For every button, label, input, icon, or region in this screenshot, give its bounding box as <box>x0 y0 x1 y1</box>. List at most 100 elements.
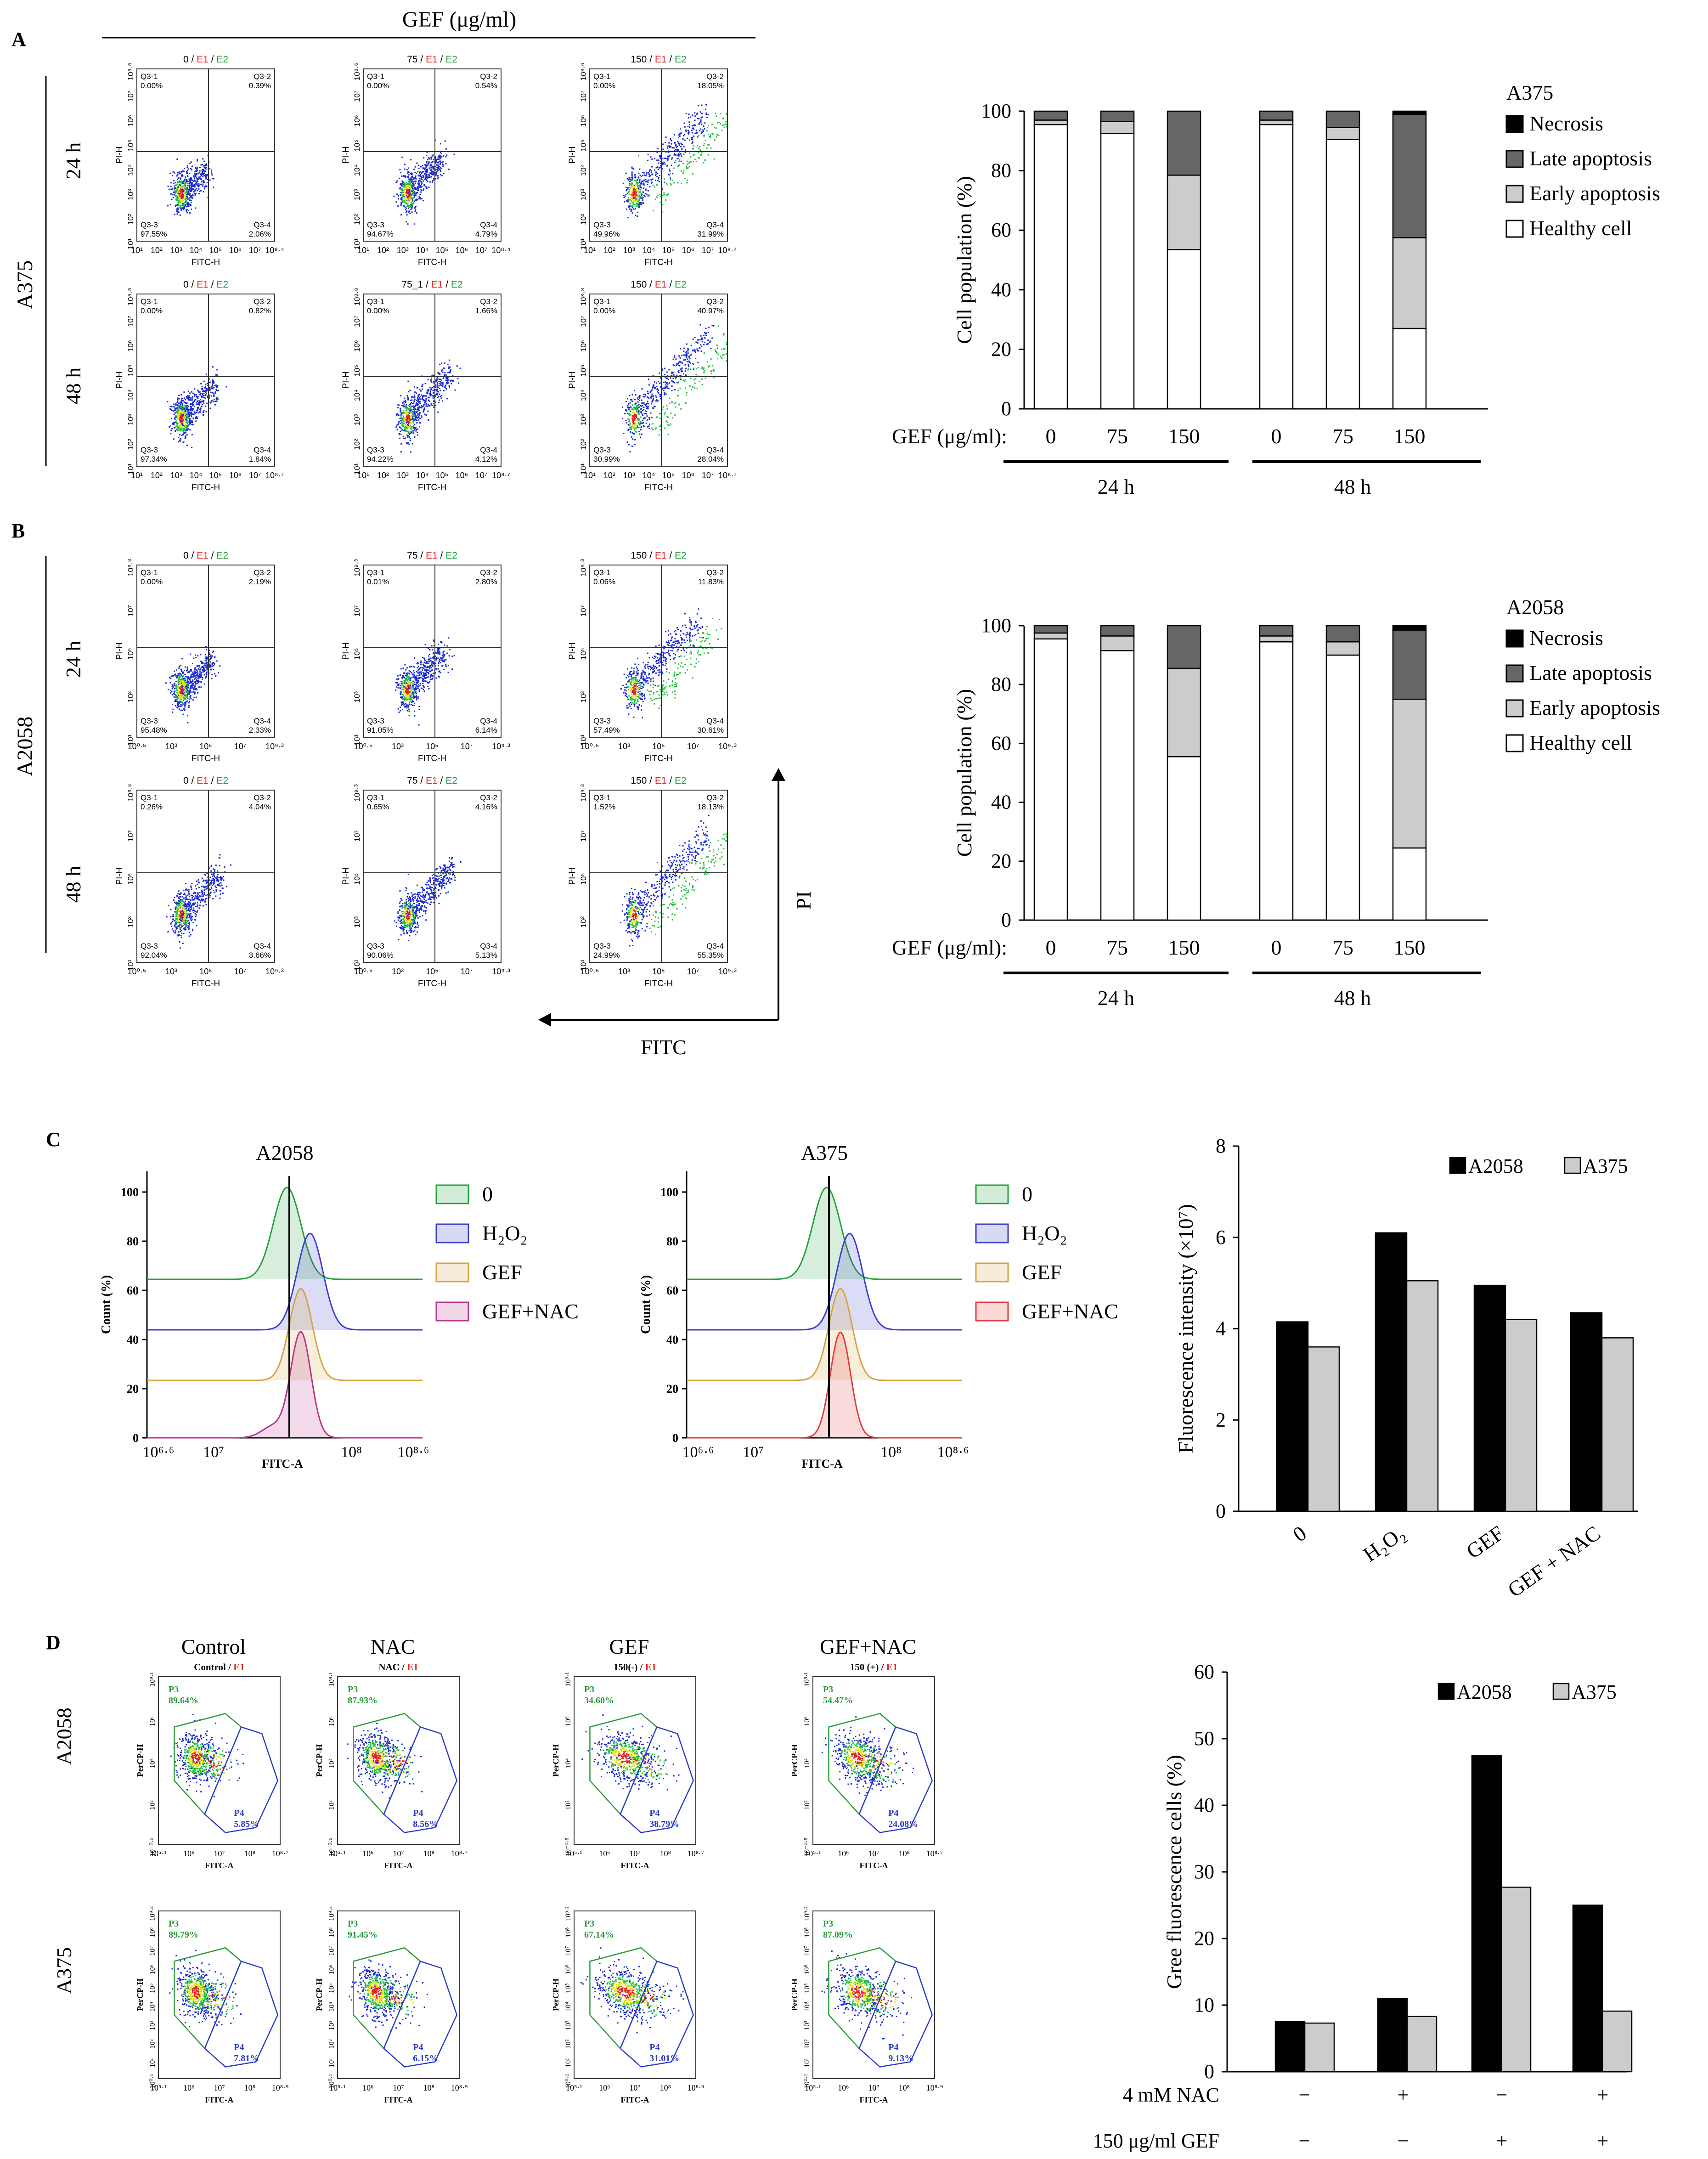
data-point <box>437 162 439 164</box>
data-point <box>660 201 661 203</box>
data-point <box>644 393 646 395</box>
data-point <box>668 369 670 371</box>
data-point <box>419 198 421 200</box>
data-point <box>396 424 398 426</box>
data-point <box>174 688 175 690</box>
data-point <box>441 156 443 158</box>
data-point <box>678 362 680 363</box>
data-point <box>188 203 190 205</box>
quadrant-name: Q3-2 <box>254 568 271 577</box>
data-point <box>437 650 439 651</box>
data-point <box>409 390 411 391</box>
data-point <box>180 697 182 699</box>
data-point <box>206 658 208 660</box>
data-point <box>189 696 191 698</box>
data-point <box>698 105 699 107</box>
data-point <box>699 149 701 151</box>
axis-tick-label: 10² <box>151 471 163 480</box>
data-point <box>672 378 674 379</box>
data-point <box>425 400 427 402</box>
data-point <box>199 176 201 178</box>
data-point <box>432 392 434 394</box>
data-point <box>187 684 189 685</box>
data-point <box>402 405 404 407</box>
data-point <box>424 383 426 384</box>
data-point <box>686 350 688 352</box>
data-point <box>407 399 409 401</box>
data-point <box>186 167 188 169</box>
data-point <box>181 409 183 411</box>
data-point <box>406 199 408 201</box>
data-point <box>178 681 180 683</box>
data-point <box>190 177 192 179</box>
data-point <box>183 410 185 412</box>
data-point <box>425 398 427 400</box>
data-point <box>418 196 420 198</box>
data-point <box>178 402 180 404</box>
data-point <box>678 153 680 155</box>
data-point <box>192 679 194 681</box>
data-point <box>642 419 643 421</box>
data-point <box>435 160 437 162</box>
data-point <box>632 404 634 406</box>
data-point <box>402 435 404 437</box>
data-point <box>225 386 227 388</box>
data-point <box>202 662 204 664</box>
data-point <box>184 178 186 180</box>
data-point <box>176 701 178 702</box>
data-point <box>182 687 184 689</box>
data-point <box>414 396 416 398</box>
data-point <box>667 147 669 149</box>
data-point <box>429 405 431 407</box>
data-point <box>713 377 715 379</box>
data-point <box>400 451 402 453</box>
data-point <box>192 195 194 197</box>
data-point <box>707 144 709 146</box>
data-point <box>400 433 402 435</box>
data-point <box>640 411 642 413</box>
data-point <box>192 404 194 406</box>
flow-plot-frame <box>136 68 275 242</box>
data-point <box>639 183 641 185</box>
data-point <box>189 189 191 191</box>
data-point <box>184 192 186 194</box>
data-point <box>196 403 197 405</box>
data-point <box>203 410 205 412</box>
data-point <box>183 407 185 409</box>
data-point <box>710 358 712 360</box>
data-point <box>186 188 188 190</box>
data-point <box>673 365 675 367</box>
data-point <box>410 192 411 194</box>
data-point <box>411 443 413 445</box>
data-point <box>412 420 414 422</box>
data-point <box>631 179 633 181</box>
data-point <box>395 181 397 183</box>
data-point <box>200 173 202 175</box>
axis-tick-label: 10² <box>126 214 135 225</box>
data-point <box>207 389 209 391</box>
quadrant-name: Q3-1 <box>367 72 384 81</box>
data-point <box>413 405 415 407</box>
data-point <box>634 192 636 194</box>
data-point <box>408 435 410 437</box>
data-point <box>667 145 669 147</box>
data-point <box>186 695 188 697</box>
data-point <box>414 391 416 393</box>
data-point <box>634 423 636 424</box>
data-point <box>409 198 411 199</box>
data-point <box>703 130 705 132</box>
data-point <box>400 427 402 429</box>
data-point <box>656 416 658 418</box>
data-point <box>200 174 202 176</box>
data-point <box>416 405 418 407</box>
data-point <box>193 191 195 193</box>
data-point <box>670 139 671 141</box>
data-point <box>189 411 191 413</box>
data-point <box>632 197 634 198</box>
data-point <box>437 657 439 659</box>
data-point <box>182 204 184 206</box>
data-point <box>628 444 630 446</box>
data-point <box>401 402 403 404</box>
data-point <box>185 409 187 411</box>
data-point <box>192 186 193 187</box>
